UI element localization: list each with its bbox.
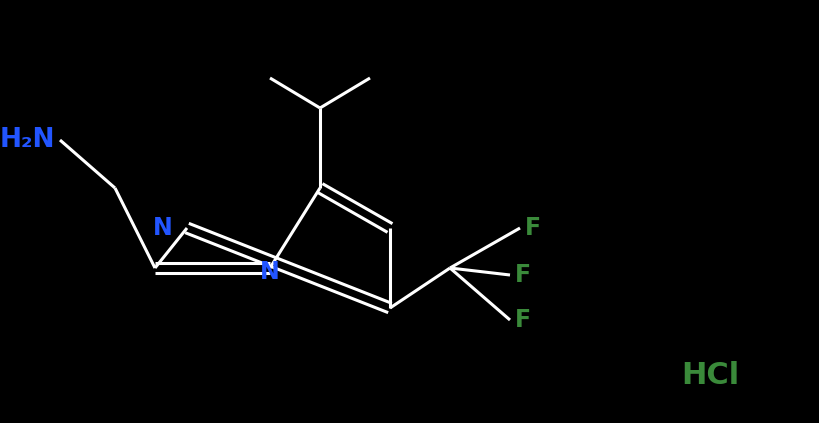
Text: H₂N: H₂N	[0, 127, 55, 153]
Text: F: F	[514, 308, 531, 332]
Text: F: F	[514, 263, 531, 287]
Text: F: F	[524, 216, 541, 240]
Text: N: N	[260, 260, 279, 284]
Text: HCl: HCl	[680, 360, 738, 390]
Text: N: N	[153, 216, 173, 240]
